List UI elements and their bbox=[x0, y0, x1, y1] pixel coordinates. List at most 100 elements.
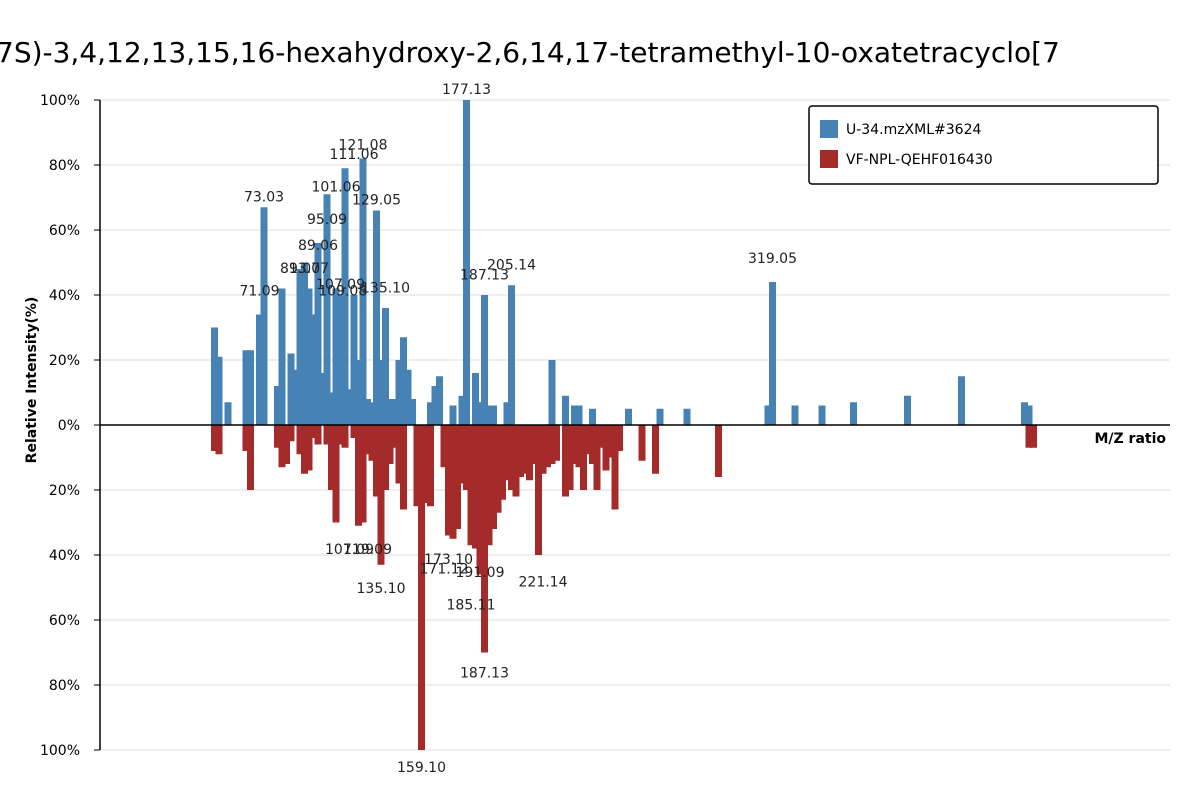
bar-top bbox=[328, 392, 335, 425]
bar-top bbox=[386, 399, 394, 425]
bar-bottom bbox=[454, 425, 461, 529]
y-ticks: 100% 80% 60% 40% 20% 0% 20% 40% 60% 80% 100% bbox=[40, 93, 100, 759]
bar-bottom bbox=[274, 425, 281, 448]
bar-bottom bbox=[521, 425, 529, 474]
bar-top bbox=[436, 376, 443, 425]
bar-top bbox=[764, 405, 772, 425]
bar-bottom bbox=[548, 425, 556, 464]
bar-top bbox=[427, 402, 434, 425]
peak-label-bottom: 185.11 bbox=[447, 597, 496, 613]
peak-label-bottom: 173.10 bbox=[424, 552, 473, 568]
bars bbox=[211, 100, 1037, 750]
peak-label-top: 121.08 bbox=[339, 137, 388, 153]
bar-bottom bbox=[445, 425, 452, 536]
bar-bottom bbox=[602, 425, 610, 471]
bar-bottom bbox=[310, 425, 317, 438]
bar-bottom bbox=[584, 425, 592, 455]
peak-label-top: 95.09 bbox=[307, 212, 347, 228]
bar-top bbox=[350, 295, 358, 425]
bar-bottom bbox=[337, 425, 344, 445]
bar-bottom bbox=[395, 425, 403, 484]
bar-bottom bbox=[607, 425, 614, 458]
bar-top bbox=[211, 327, 218, 425]
peak-label-top: 101.06 bbox=[312, 180, 361, 196]
bar-top bbox=[377, 360, 385, 425]
bar-top bbox=[400, 337, 407, 425]
bar-bottom bbox=[355, 425, 362, 526]
bar-top bbox=[548, 360, 556, 425]
bar-top bbox=[463, 100, 470, 425]
bar-bottom bbox=[535, 425, 542, 555]
peak-label-top: 187.13 bbox=[460, 267, 509, 283]
bar-top bbox=[305, 288, 313, 425]
bar-top bbox=[292, 369, 299, 425]
bar-top bbox=[301, 262, 308, 425]
bar-bottom bbox=[377, 425, 385, 565]
bar-top bbox=[485, 405, 493, 425]
bar-bottom bbox=[503, 425, 511, 481]
bar-top bbox=[571, 405, 578, 425]
bar-bottom bbox=[418, 425, 425, 750]
legend-swatch-top bbox=[820, 120, 838, 138]
peak-label-bottom: 107.09 bbox=[325, 542, 374, 558]
bar-top bbox=[274, 386, 281, 425]
bar-bottom bbox=[278, 425, 286, 468]
bar-bottom bbox=[332, 425, 340, 523]
bar-top bbox=[625, 408, 632, 425]
peak-label-top: 319.05 bbox=[748, 251, 797, 267]
peak-label-top: 205.14 bbox=[487, 258, 536, 274]
bar-bottom bbox=[490, 425, 497, 529]
peak-label-bottom: 187.13 bbox=[460, 666, 509, 682]
bar-bottom bbox=[467, 425, 475, 546]
bar-top bbox=[449, 405, 457, 425]
bar-top bbox=[296, 269, 304, 425]
bar-bottom bbox=[364, 425, 371, 455]
peak-label-top: 129.05 bbox=[352, 193, 401, 209]
y-tick-label: 40% bbox=[49, 548, 80, 564]
bar-top bbox=[391, 399, 398, 425]
bar-bottom bbox=[575, 425, 583, 468]
bar-top bbox=[490, 405, 497, 425]
peak-label-top: 81.07 bbox=[280, 261, 320, 277]
bar-top bbox=[431, 386, 439, 425]
bar-bottom bbox=[341, 425, 349, 448]
peak-label-top: 135.10 bbox=[361, 280, 410, 296]
bar-bottom bbox=[314, 425, 322, 445]
bar-bottom bbox=[458, 425, 466, 484]
bar-top bbox=[314, 243, 322, 425]
bar-bottom bbox=[247, 425, 254, 490]
bar-bottom bbox=[463, 425, 470, 490]
bar-top bbox=[508, 285, 515, 425]
bar-bottom bbox=[589, 425, 596, 464]
bar-top bbox=[656, 408, 664, 425]
peak-label-bottom: 159.10 bbox=[397, 760, 446, 776]
bar-top bbox=[769, 282, 776, 425]
x-axis-label: M/Z ratio bbox=[1094, 431, 1166, 447]
bar-bottom bbox=[562, 425, 569, 497]
bar-top bbox=[589, 408, 596, 425]
peak-label-bottom: 135.10 bbox=[357, 581, 406, 597]
bar-bottom bbox=[512, 425, 520, 497]
chart-title: 7S)-3,4,12,13,15,16-hexahydroxy-2,6,14,1… bbox=[0, 36, 1060, 69]
bar-bottom bbox=[481, 425, 488, 653]
bar-top bbox=[332, 288, 340, 425]
peak-label-top: 109.08 bbox=[318, 284, 367, 300]
bar-bottom bbox=[422, 425, 430, 503]
bar-top bbox=[575, 405, 583, 425]
bar-top bbox=[310, 314, 317, 425]
bar-bottom bbox=[485, 425, 493, 546]
bar-bottom bbox=[566, 425, 574, 490]
bar-top bbox=[224, 402, 232, 425]
bar-bottom bbox=[526, 425, 533, 481]
bar-bottom bbox=[242, 425, 250, 451]
legend-swatch-bottom bbox=[820, 150, 838, 168]
bar-top bbox=[850, 402, 857, 425]
bar-bottom bbox=[553, 425, 560, 461]
bar-bottom bbox=[616, 425, 623, 451]
y-tick-label: 0% bbox=[58, 418, 80, 434]
bar-bottom bbox=[652, 425, 659, 474]
bar-bottom bbox=[296, 425, 304, 455]
bar-bottom bbox=[386, 425, 394, 464]
bar-top bbox=[1025, 405, 1033, 425]
